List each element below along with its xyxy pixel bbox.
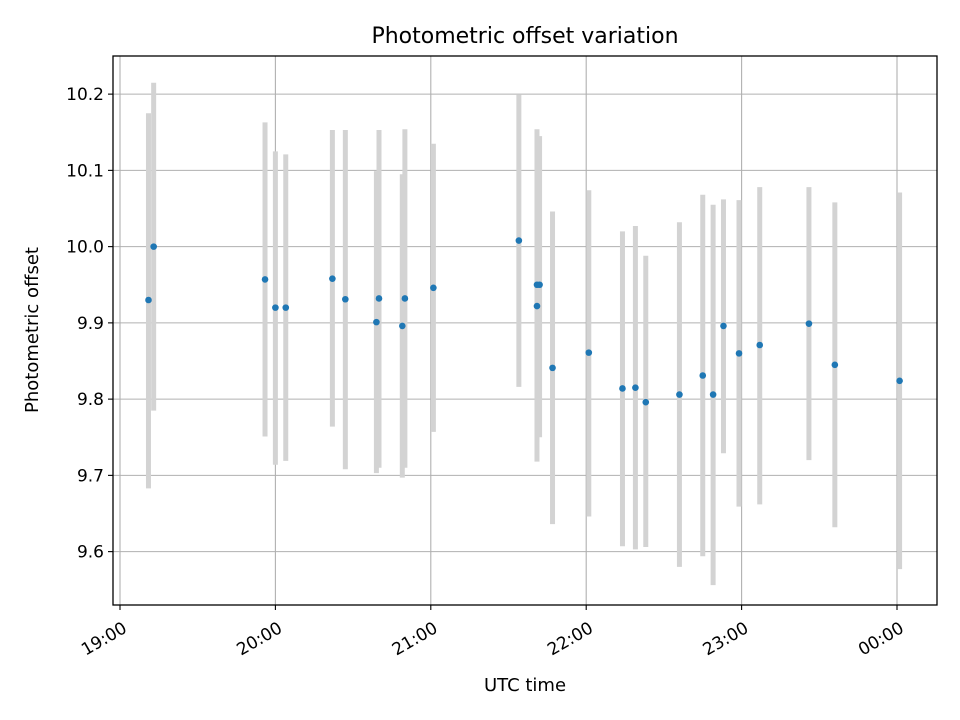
data-point	[549, 364, 556, 372]
y-tick-label: 9.8	[77, 390, 104, 410]
data-point	[619, 385, 626, 392]
data-point	[533, 302, 541, 310]
data-point	[735, 350, 743, 357]
y-tick-label: 9.9	[77, 314, 104, 334]
y-tick-label: 9.7	[77, 466, 104, 486]
data-point	[515, 237, 523, 244]
data-point	[261, 276, 269, 283]
data-point	[375, 295, 383, 302]
data-point	[329, 275, 336, 282]
data-point	[709, 391, 717, 398]
data-point	[430, 284, 437, 292]
data-point	[585, 349, 593, 356]
data-point	[145, 296, 152, 304]
data-point	[399, 322, 406, 330]
data-point	[896, 377, 903, 385]
data-point	[632, 384, 639, 391]
data-point	[342, 295, 349, 303]
y-axis-label: Photometric offset	[22, 247, 43, 413]
data-point	[805, 320, 813, 327]
data-point	[699, 372, 707, 379]
y-tick-label: 10.0	[66, 238, 104, 258]
data-point	[150, 243, 157, 250]
data-point	[831, 361, 839, 369]
x-axis-label: UTC time	[484, 675, 566, 696]
chart-title: Photometric offset variation	[371, 24, 678, 49]
data-point	[536, 281, 543, 289]
y-tick-label: 9.6	[77, 543, 104, 563]
data-point	[642, 398, 650, 406]
data-point	[272, 304, 279, 311]
plot-frame	[112, 55, 938, 606]
data-points	[145, 237, 903, 406]
y-tick-label: 10.2	[66, 85, 104, 105]
data-point	[373, 318, 380, 326]
data-point	[676, 391, 683, 398]
data-point	[720, 322, 727, 330]
grid-lines	[113, 56, 937, 605]
y-tick-label: 10.1	[66, 161, 104, 181]
data-point	[282, 304, 290, 311]
data-point	[401, 295, 409, 302]
data-point	[756, 341, 764, 349]
